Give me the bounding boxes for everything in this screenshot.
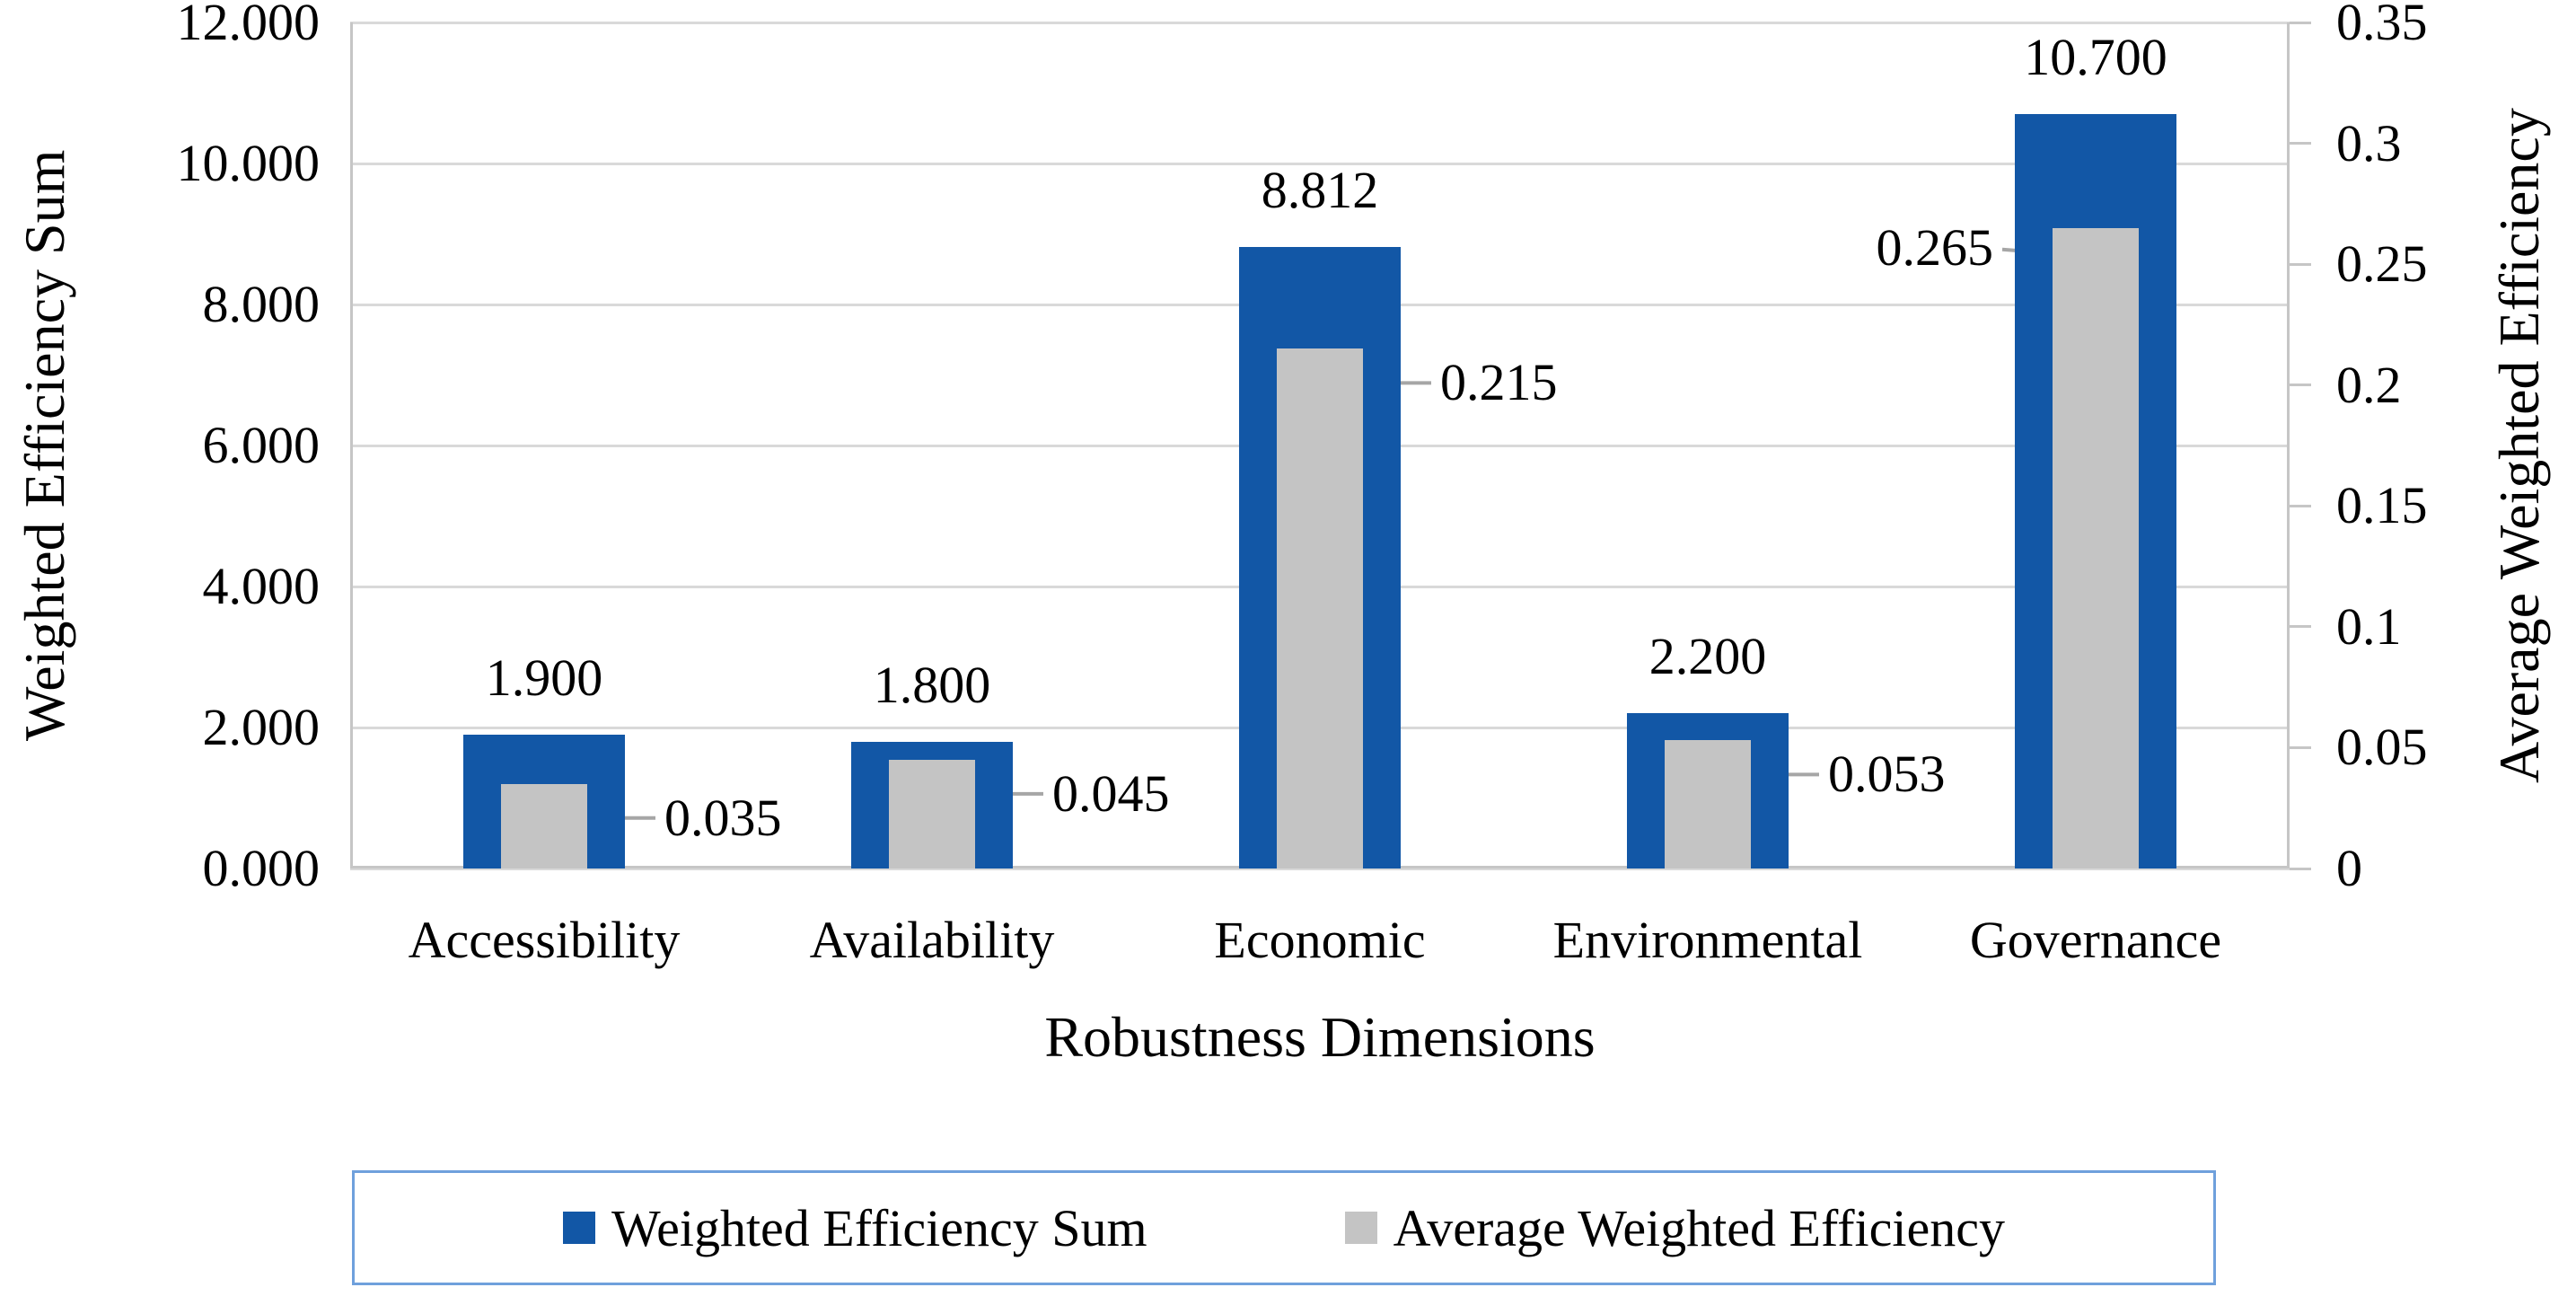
right-axis-tick-mark [2290,384,2311,387]
left-axis-tick-label: 12.000 [176,0,321,51]
bar-average-weighted-efficiency-economic [1277,348,1363,869]
data-label-weighted-efficiency-sum: 2.200 [1648,627,1767,686]
left-axis-tick-label: 8.000 [202,275,321,333]
legend-item-weighted-efficiency-sum: Weighted Efficiency Sum [562,1198,1147,1258]
legend-label-weighted-efficiency-sum: Weighted Efficiency Sum [611,1198,1147,1257]
right-axis-tick-label: 0 [2336,839,2362,897]
right-axis-tick-label: 0.1 [2336,596,2402,656]
legend-swatch-blue-icon [562,1212,595,1244]
gridline [350,867,2290,870]
right-axis-tick-label: 0.05 [2336,718,2428,777]
data-label-average-weighted-efficiency: 0.053 [1828,745,1946,804]
gridline [350,21,2290,24]
right-axis-tick-mark [2290,21,2311,24]
data-label-weighted-efficiency-sum: 1.900 [485,648,603,707]
bar-average-weighted-efficiency-availability [889,759,975,869]
category-label-accessibility: Accessibility [408,911,681,969]
data-label-weighted-efficiency-sum: 1.800 [873,655,991,714]
left-axis-tick-label: 4.000 [202,557,321,615]
data-label-weighted-efficiency-sum: 10.700 [2024,28,2167,87]
right-axis-tick-label: 0.35 [2336,0,2428,51]
right-axis-tick-mark [2290,504,2311,507]
legend-label-average-weighted-efficiency: Average Weighted Efficiency [1393,1198,2005,1257]
bar-average-weighted-efficiency-accessibility [501,783,587,869]
right-axis-tick-label: 0.3 [2336,113,2402,172]
category-label-economic: Economic [1214,911,1426,969]
right-axis-tick-mark [2290,867,2311,870]
category-label-environmental: Environmental [1552,911,1863,969]
left-axis-tick-label: 6.000 [202,416,321,474]
data-label-average-weighted-efficiency: 0.035 [664,788,782,847]
right-axis-tick-mark [2290,745,2311,749]
legend: Weighted Efficiency Sum Average Weighted… [352,1170,2216,1285]
bar-average-weighted-efficiency-environmental [1665,740,1751,869]
data-label-average-weighted-efficiency: 0.265 [1876,217,1994,277]
right-axis-tick-mark [2290,625,2311,629]
left-axis-tick-label: 0.000 [202,839,321,897]
data-label-weighted-efficiency-sum: 8.812 [1261,161,1379,220]
right-axis-tick-mark [2290,262,2311,266]
right-axis-tick-label: 0.15 [2336,476,2428,535]
bar-average-weighted-efficiency-governance [2053,227,2139,869]
legend-item-average-weighted-efficiency: Average Weighted Efficiency [1344,1198,2005,1258]
gridline [350,162,2290,165]
legend-swatch-gray-icon [1344,1212,1377,1244]
left-axis-tick-label: 2.000 [202,698,321,756]
x-axis-title: Robustness Dimensions [1044,1005,1596,1069]
category-label-availability: Availability [809,911,1055,969]
data-label-average-weighted-efficiency: 0.215 [1440,353,1558,412]
right-axis-tick-label: 0.25 [2336,234,2428,294]
right-axis-tick-label: 0.2 [2336,355,2402,414]
data-label-average-weighted-efficiency: 0.045 [1052,763,1170,823]
left-axis-tick-label: 10.000 [176,134,321,192]
category-label-governance: Governance [1969,911,2222,969]
right-axis-tick-mark [2290,142,2311,145]
